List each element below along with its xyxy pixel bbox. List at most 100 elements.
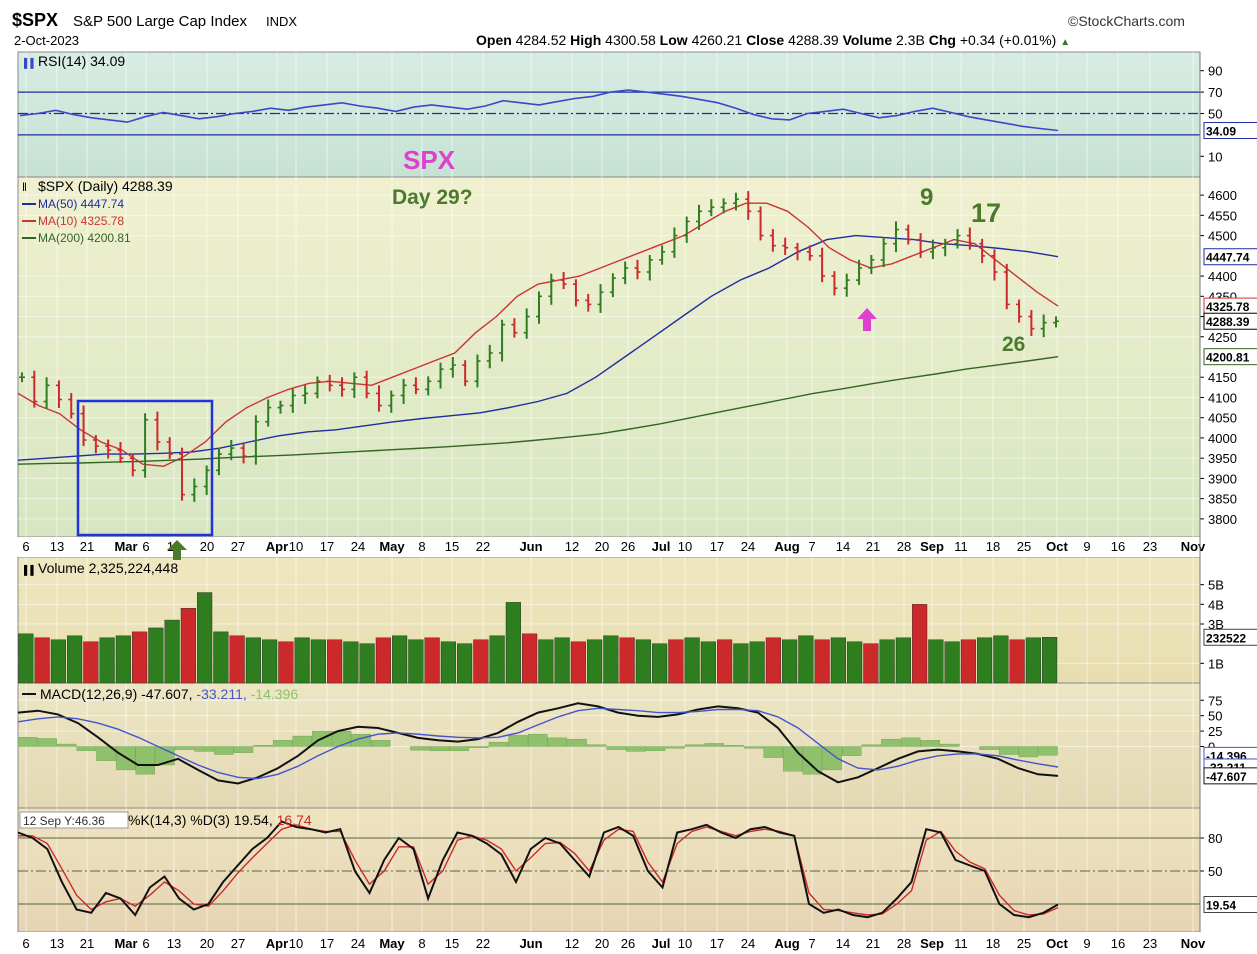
volume-bar <box>343 641 359 684</box>
volume-bar <box>960 639 976 684</box>
macd-line-1 <box>17 707 1059 780</box>
volume-bar <box>1025 637 1041 684</box>
ohlc-open-label: Open <box>476 32 512 48</box>
x-axis-label-top: 21 <box>80 539 94 554</box>
x-axis-label-bottom: 21 <box>866 936 880 951</box>
macd-last-value-box <box>1203 767 1257 785</box>
macd-histogram-bar <box>1038 746 1058 756</box>
price-y-tick-label: 4600 <box>1208 188 1237 203</box>
volume-bar <box>879 639 895 684</box>
volume-bar <box>229 635 245 684</box>
macd-histogram-bar <box>881 738 901 747</box>
volume-legend-icon: ▌▌ <box>24 564 37 576</box>
exchange-label: INDX <box>266 14 298 29</box>
macd-histogram-bar <box>979 746 999 750</box>
volume-bar <box>733 643 749 684</box>
x-axis-label-bottom: Jun <box>519 936 542 951</box>
x-axis-label-bottom: 15 <box>445 936 459 951</box>
volume-y-tick-label: 3B <box>1208 617 1224 632</box>
index-name-label: S&P 500 Large Cap Index <box>73 13 248 30</box>
volume-bar <box>798 635 814 684</box>
stoch-last-value: 19.54 <box>1206 899 1236 913</box>
x-axis-label-top: Nov <box>1181 539 1206 554</box>
macd-histogram-bar <box>685 744 705 747</box>
macd-histogram-bar <box>488 742 509 747</box>
volume-bar <box>993 635 1009 684</box>
volume-bar <box>457 643 473 684</box>
volume-bar <box>782 639 798 684</box>
macd-histogram-bar <box>645 746 666 751</box>
rsi-y-tick-label: 70 <box>1208 85 1222 100</box>
volume-bar <box>18 633 34 684</box>
macd-histogram-bar <box>508 735 528 747</box>
volume-bar <box>278 641 294 684</box>
price-legend-icon: ‖ <box>22 180 27 194</box>
volume-bar <box>489 635 505 684</box>
x-axis-label-top: 18 <box>986 539 1000 554</box>
price-last-value-box <box>1203 312 1257 330</box>
volume-legend: Volume 2,325,224,448 <box>38 560 178 576</box>
price-last-value: 4200.81 <box>1206 351 1250 365</box>
volume-bar <box>668 639 684 684</box>
macd-histogram-bar <box>940 743 960 747</box>
x-axis-label-bottom: 8 <box>418 936 425 951</box>
x-axis-label-top: 10 <box>678 539 692 554</box>
stoch-line-1 <box>18 824 1059 916</box>
macd-histogram-bar <box>586 744 607 747</box>
volume-bar <box>50 639 66 684</box>
x-axis-label-top: 23 <box>1143 539 1157 554</box>
x-axis-label-bottom: 17 <box>320 936 334 951</box>
symbol-label: $SPX <box>12 10 59 30</box>
volume-bar <box>327 639 343 684</box>
x-axis-label-bottom: 10 <box>678 936 692 951</box>
volume-bar <box>197 592 213 684</box>
x-axis-label-top: 17 <box>710 539 724 554</box>
up-arrow-icon <box>857 308 877 331</box>
volume-bar <box>294 637 310 684</box>
x-axis-label-top: 9 <box>1083 539 1090 554</box>
ohlc-volume-label: Volume <box>842 32 893 48</box>
x-axis-label-top: 22 <box>476 539 490 554</box>
x-axis-label-top: Jun <box>519 539 542 554</box>
stoch-y-tick-label: 80 <box>1208 831 1222 846</box>
price-last-value-box <box>1203 348 1257 366</box>
rsi-line <box>19 89 1059 132</box>
x-axis-label-bottom: 28 <box>897 936 911 951</box>
ohlc-change-value: +0.34 (+0.01%) <box>959 32 1057 48</box>
ohlc-close-label: Close <box>746 32 785 48</box>
rsi-last-value-box <box>1203 122 1257 140</box>
volume-bar <box>164 619 180 684</box>
x-axis-label-bottom: Jul <box>652 936 671 951</box>
volume-bar <box>392 635 408 684</box>
rsi-y-tick-label: 50 <box>1208 107 1222 122</box>
panel-price <box>17 176 1201 538</box>
x-axis-label-bottom: 20 <box>200 936 214 951</box>
x-axis-label-top: Mar <box>114 539 137 554</box>
price-y-tick-label: 4500 <box>1208 229 1237 244</box>
macd-histogram-bar <box>449 746 469 751</box>
stoch-line-0 <box>17 820 1059 919</box>
ohlc-low-value: 4260.21 <box>691 32 743 48</box>
macd-histogram-bar <box>606 746 626 750</box>
volume-bar <box>245 637 261 684</box>
x-axis-label-top: 7 <box>808 539 815 554</box>
x-axis-label-bottom: 23 <box>1143 936 1157 951</box>
x-axis-label-top: 28 <box>897 539 911 554</box>
ohlc-open-value: 4284.52 <box>515 32 567 48</box>
rsi-y-tick-label: 90 <box>1208 64 1222 79</box>
x-axis-label-top: 21 <box>866 539 880 554</box>
volume-bar <box>570 641 586 684</box>
x-axis-label-top: 17 <box>320 539 334 554</box>
volume-bar <box>538 639 554 684</box>
volume-bar <box>749 641 765 684</box>
volume-bar <box>505 602 521 684</box>
volume-y-tick-label: 1B <box>1208 656 1224 671</box>
highlight-box <box>76 399 214 537</box>
x-axis-label-top: Sep <box>920 539 944 554</box>
x-axis-label-top: 10 <box>289 539 303 554</box>
annotation-spx-title: SPX <box>403 145 456 175</box>
x-axis-label-bottom: 13 <box>50 936 64 951</box>
volume-bar <box>132 631 148 684</box>
price-y-tick-label: 4050 <box>1208 411 1237 426</box>
